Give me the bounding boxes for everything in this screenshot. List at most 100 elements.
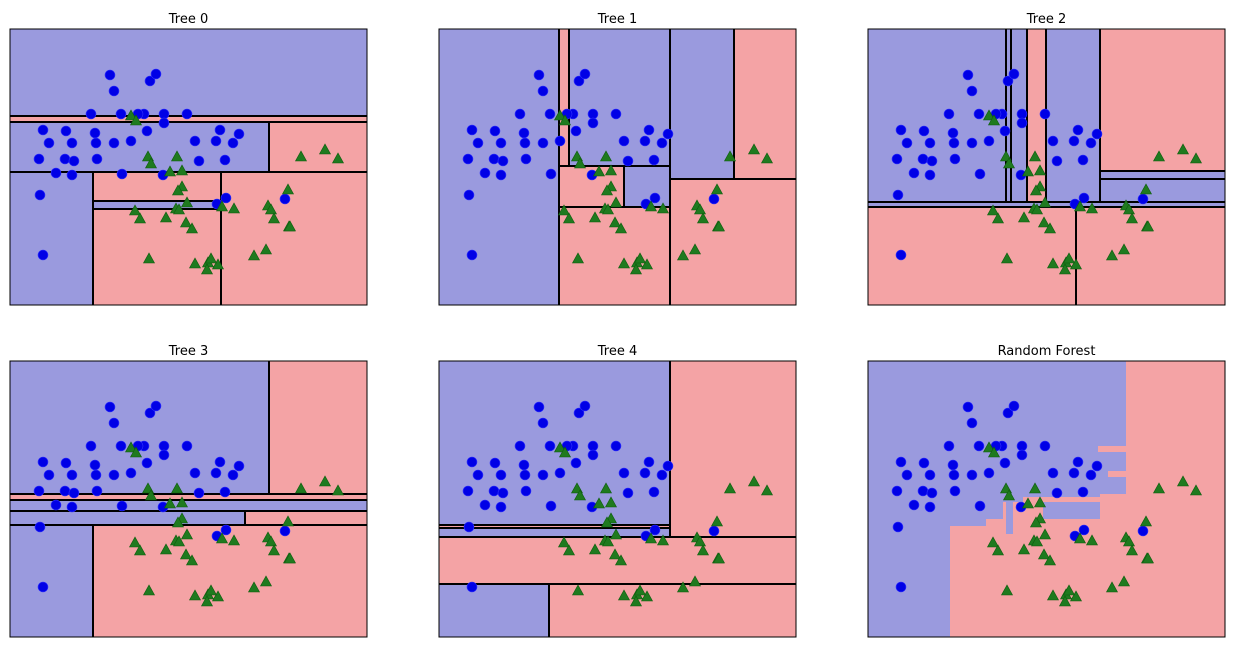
point-class-1	[1037, 548, 1051, 560]
point-class-0	[1016, 108, 1028, 120]
point-class-0	[50, 499, 62, 511]
point-class-1	[264, 203, 278, 215]
region-class-0	[10, 172, 93, 305]
point-class-1	[1017, 211, 1031, 223]
point-class-0	[43, 469, 55, 481]
point-class-1	[1002, 489, 1016, 501]
point-class-0	[622, 155, 634, 167]
point-class-1	[747, 143, 761, 155]
subplot-tree-3: Tree 3	[9, 344, 368, 638]
point-class-0	[656, 137, 668, 149]
point-class-0	[50, 167, 62, 179]
decision-regions	[10, 29, 367, 305]
point-class-0	[233, 460, 245, 472]
point-class-0	[472, 137, 484, 149]
point-class-0	[917, 153, 929, 165]
point-class-1	[179, 548, 193, 560]
point-class-0	[554, 467, 566, 479]
point-class-1	[693, 203, 707, 215]
point-class-1	[1176, 143, 1190, 155]
point-class-1	[1062, 252, 1076, 264]
point-class-0	[973, 440, 985, 452]
point-class-0	[570, 125, 582, 137]
point-class-1	[608, 548, 622, 560]
point-class-0	[895, 124, 907, 136]
point-class-0	[901, 469, 913, 481]
region-class-0	[10, 500, 367, 511]
point-class-0	[610, 108, 622, 120]
point-class-1	[144, 489, 158, 501]
point-class-1	[163, 497, 177, 509]
point-class-0	[643, 456, 655, 468]
point-class-0	[901, 137, 913, 149]
point-class-0	[918, 457, 930, 469]
point-class-0	[1047, 467, 1059, 479]
point-class-0	[104, 69, 116, 81]
region-class-1	[1023, 497, 1100, 502]
point-class-1	[318, 475, 332, 487]
point-class-0	[983, 135, 995, 147]
point-class-0	[1008, 68, 1020, 80]
point-class-1	[142, 252, 156, 264]
subplot-title: Tree 4	[597, 344, 638, 359]
point-class-1	[696, 212, 710, 224]
point-class-0	[1078, 192, 1090, 204]
region-class-1	[950, 526, 998, 534]
point-class-0	[974, 500, 986, 512]
point-class-1	[129, 114, 143, 126]
point-class-1	[185, 222, 199, 234]
point-class-1	[200, 263, 214, 275]
point-class-1	[1037, 216, 1051, 228]
point-class-0	[479, 167, 491, 179]
point-class-1	[264, 535, 278, 547]
point-class-0	[189, 135, 201, 147]
decision-regions	[868, 361, 1225, 637]
point-class-1	[696, 544, 710, 556]
point-class-0	[533, 69, 545, 81]
point-class-0	[210, 467, 222, 479]
split-lines	[439, 361, 796, 637]
point-class-1	[1125, 212, 1139, 224]
point-class-0	[66, 169, 78, 181]
point-class-1	[1033, 164, 1047, 176]
plot-frame	[438, 28, 797, 306]
point-class-1	[1033, 496, 1047, 508]
point-class-1	[1058, 263, 1072, 275]
point-class-1	[1152, 150, 1166, 162]
point-class-0	[554, 135, 566, 147]
point-class-1	[693, 535, 707, 547]
point-class-0	[1051, 487, 1063, 499]
point-class-0	[545, 500, 557, 512]
point-class-0	[1078, 524, 1090, 536]
point-class-1	[1117, 575, 1131, 587]
point-class-0	[495, 469, 507, 481]
point-class-1	[267, 212, 281, 224]
point-class-0	[125, 135, 137, 147]
point-class-1	[760, 484, 774, 496]
point-class-0	[495, 501, 507, 513]
point-class-0	[158, 108, 170, 120]
point-class-1	[142, 584, 156, 596]
subplot-title: Tree 2	[1026, 12, 1067, 27]
data-points	[462, 68, 774, 275]
point-class-0	[1085, 469, 1097, 481]
point-class-0	[926, 155, 938, 167]
point-class-1	[633, 584, 647, 596]
point-class-0	[219, 154, 231, 166]
point-class-0	[962, 401, 974, 413]
point-class-1	[1029, 516, 1043, 528]
point-class-0	[489, 457, 501, 469]
point-class-0	[43, 137, 55, 149]
point-class-1	[1021, 165, 1035, 177]
point-class-0	[966, 85, 978, 97]
point-class-1	[179, 216, 193, 228]
region-class-1	[269, 361, 367, 494]
point-class-1	[1021, 497, 1035, 509]
point-class-1	[1152, 482, 1166, 494]
point-class-1	[211, 258, 225, 270]
point-class-0	[999, 457, 1011, 469]
point-class-0	[108, 469, 120, 481]
point-class-0	[1077, 154, 1089, 166]
point-class-0	[214, 456, 226, 468]
point-class-0	[587, 449, 599, 461]
